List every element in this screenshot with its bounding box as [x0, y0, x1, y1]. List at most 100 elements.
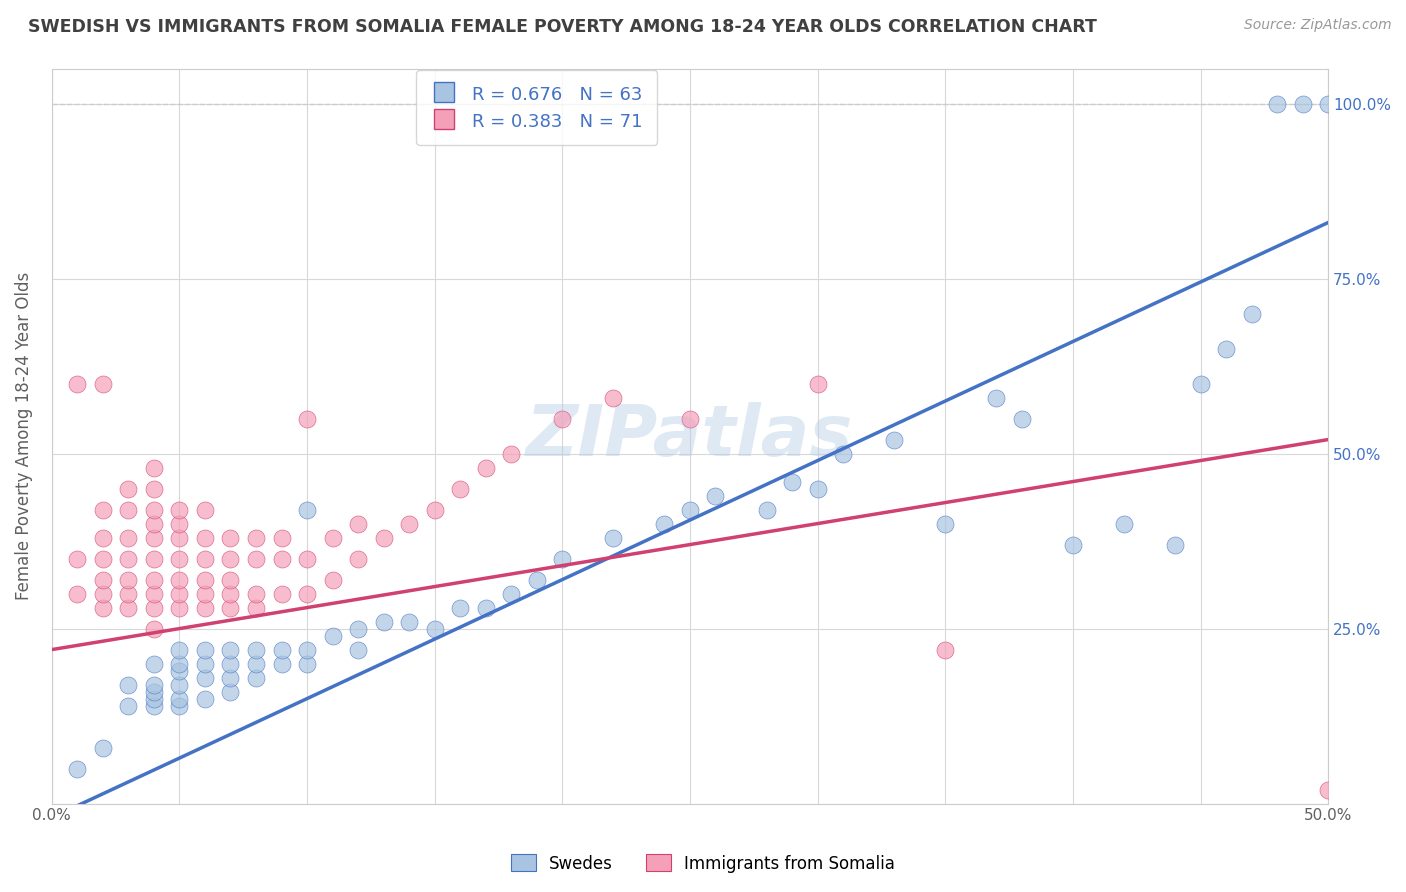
Point [117, 502, 139, 516]
Point [117, 698, 139, 713]
Point [322, 629, 344, 643]
Point [142, 502, 165, 516]
Point [295, 657, 318, 671]
Text: SWEDISH VS IMMIGRANTS FROM SOMALIA FEMALE POVERTY AMONG 18-24 YEAR OLDS CORRELAT: SWEDISH VS IMMIGRANTS FROM SOMALIA FEMAL… [28, 18, 1097, 36]
Point [474, 460, 496, 475]
Point [169, 551, 191, 566]
Point [295, 502, 318, 516]
Point [219, 531, 242, 545]
Point [142, 657, 165, 671]
Point [602, 531, 624, 545]
Point [245, 642, 267, 657]
Text: ZIPatlas: ZIPatlas [526, 401, 853, 471]
Point [1265, 96, 1288, 111]
Point [1240, 307, 1263, 321]
Point [423, 622, 446, 636]
Point [474, 600, 496, 615]
Point [322, 573, 344, 587]
Point [245, 586, 267, 600]
Point [142, 622, 165, 636]
Point [66, 551, 89, 566]
Point [1317, 782, 1340, 797]
Point [142, 516, 165, 531]
Point [117, 482, 139, 496]
Point [526, 573, 548, 587]
Point [295, 586, 318, 600]
Point [169, 677, 191, 691]
Point [295, 642, 318, 657]
Point [117, 531, 139, 545]
Point [194, 600, 217, 615]
Point [806, 376, 828, 391]
Point [91, 600, 114, 615]
Point [169, 516, 191, 531]
Point [91, 740, 114, 755]
Point [245, 657, 267, 671]
Point [142, 691, 165, 706]
Point [117, 586, 139, 600]
Point [398, 615, 420, 629]
Point [270, 531, 292, 545]
Point [219, 657, 242, 671]
Point [194, 573, 217, 587]
Point [245, 600, 267, 615]
Point [654, 516, 676, 531]
Point [934, 642, 956, 657]
Text: Source: ZipAtlas.com: Source: ZipAtlas.com [1244, 18, 1392, 32]
Point [1189, 376, 1212, 391]
Point [270, 642, 292, 657]
Point [142, 600, 165, 615]
Point [449, 600, 471, 615]
Point [142, 684, 165, 698]
Point [449, 482, 471, 496]
Point [169, 698, 191, 713]
Point [270, 657, 292, 671]
Point [194, 657, 217, 671]
Point [423, 502, 446, 516]
Point [142, 551, 165, 566]
Point [270, 551, 292, 566]
Point [219, 573, 242, 587]
Point [142, 698, 165, 713]
Point [832, 446, 855, 460]
Point [91, 531, 114, 545]
Point [501, 446, 523, 460]
Point [1164, 538, 1187, 552]
Point [194, 531, 217, 545]
Point [1215, 342, 1237, 356]
Point [347, 622, 370, 636]
Point [1112, 516, 1135, 531]
Point [117, 677, 139, 691]
Point [1317, 96, 1340, 111]
Point [66, 762, 89, 776]
Y-axis label: Female Poverty Among 18-24 Year Olds: Female Poverty Among 18-24 Year Olds [15, 272, 32, 600]
Point [194, 586, 217, 600]
Point [219, 600, 242, 615]
Point [91, 573, 114, 587]
Point [169, 600, 191, 615]
Point [142, 460, 165, 475]
Point [194, 691, 217, 706]
Point [142, 482, 165, 496]
Point [91, 551, 114, 566]
Point [219, 642, 242, 657]
Point [1011, 411, 1033, 425]
Point [194, 551, 217, 566]
Point [91, 502, 114, 516]
Point [142, 586, 165, 600]
Point [373, 615, 395, 629]
Point [551, 551, 574, 566]
Point [679, 411, 702, 425]
Point [679, 502, 702, 516]
Point [169, 657, 191, 671]
Point [169, 531, 191, 545]
Point [755, 502, 778, 516]
Point [270, 586, 292, 600]
Point [602, 391, 624, 405]
Point [347, 551, 370, 566]
Point [66, 586, 89, 600]
Point [373, 531, 395, 545]
Point [117, 600, 139, 615]
Point [347, 642, 370, 657]
Point [347, 516, 370, 531]
